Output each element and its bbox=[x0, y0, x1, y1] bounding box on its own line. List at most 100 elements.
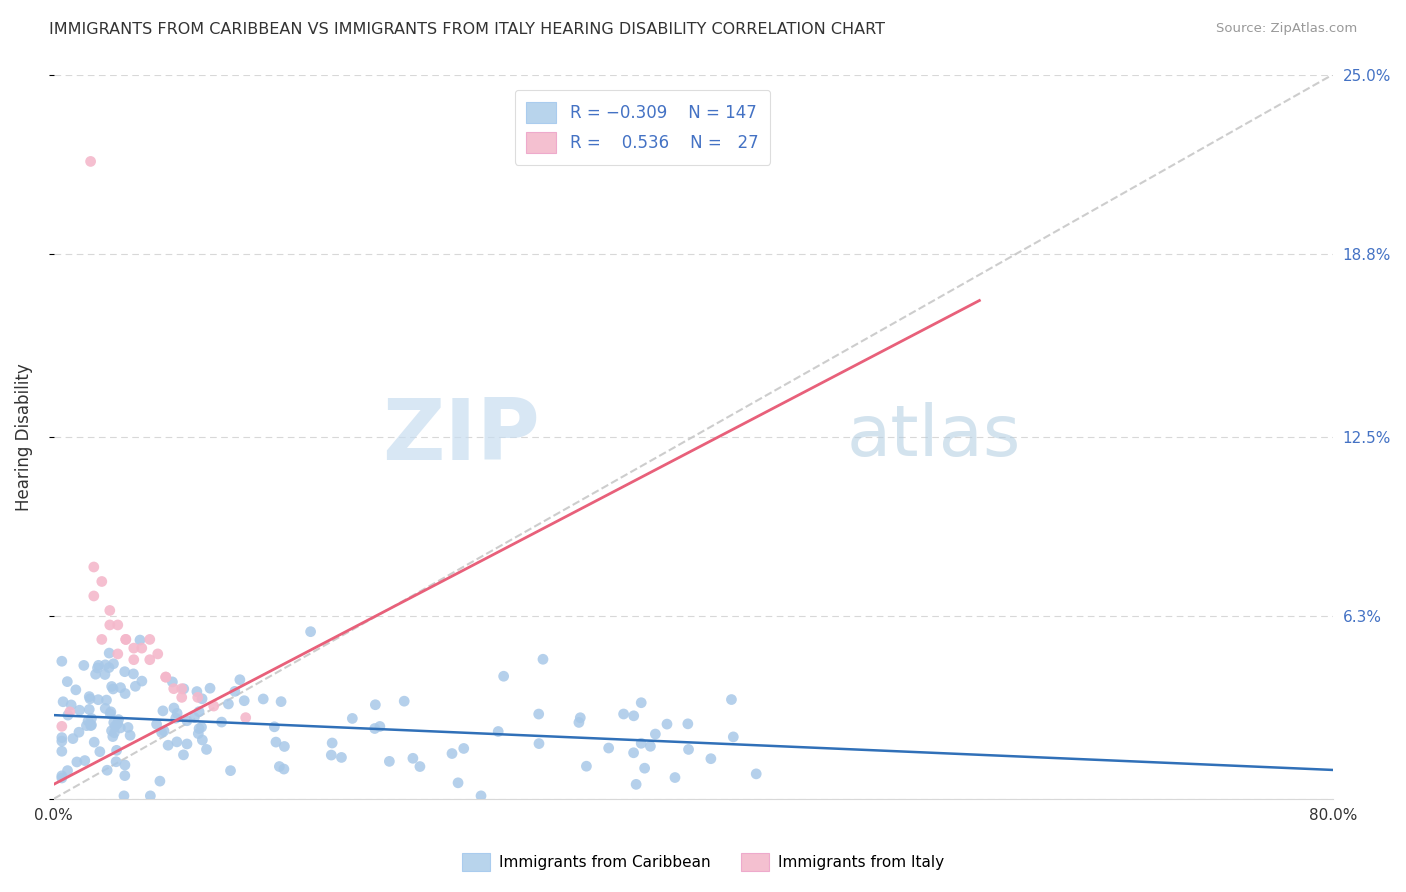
Point bbox=[107, 713, 129, 727]
Point bbox=[211, 715, 233, 730]
Point bbox=[65, 682, 87, 697]
Point bbox=[191, 733, 214, 747]
Y-axis label: Hearing Disability: Hearing Disability bbox=[15, 363, 32, 510]
Point bbox=[453, 741, 475, 756]
Point bbox=[186, 684, 208, 698]
Point bbox=[62, 731, 84, 746]
Point bbox=[165, 711, 187, 725]
Point bbox=[100, 705, 122, 719]
Point bbox=[188, 705, 211, 719]
Point bbox=[94, 657, 117, 672]
Point bbox=[94, 701, 117, 715]
Point bbox=[531, 652, 554, 666]
Point bbox=[191, 691, 214, 706]
Point bbox=[94, 667, 117, 681]
Point bbox=[720, 692, 742, 706]
Point bbox=[745, 767, 768, 781]
Point bbox=[263, 720, 285, 734]
Point bbox=[264, 735, 287, 749]
Point bbox=[98, 618, 121, 632]
Text: IMMIGRANTS FROM CARIBBEAN VS IMMIGRANTS FROM ITALY HEARING DISABILITY CORRELATIO: IMMIGRANTS FROM CARIBBEAN VS IMMIGRANTS … bbox=[49, 22, 886, 37]
Point bbox=[139, 653, 162, 667]
Point bbox=[101, 730, 124, 744]
Point bbox=[170, 681, 193, 696]
Point bbox=[77, 690, 100, 704]
Point bbox=[101, 681, 124, 696]
Point bbox=[87, 692, 110, 706]
Point bbox=[114, 687, 136, 701]
Point bbox=[120, 728, 142, 742]
Point bbox=[170, 690, 193, 705]
Point bbox=[114, 769, 136, 783]
Point bbox=[97, 660, 120, 674]
Point bbox=[152, 704, 174, 718]
Point bbox=[96, 693, 118, 707]
Point bbox=[129, 633, 152, 648]
Point bbox=[270, 695, 292, 709]
Point bbox=[77, 702, 100, 716]
Point bbox=[492, 669, 515, 683]
Point bbox=[392, 694, 415, 708]
Point bbox=[598, 741, 620, 756]
Point bbox=[124, 679, 146, 693]
Point bbox=[402, 751, 425, 765]
Point bbox=[139, 632, 162, 647]
Point bbox=[176, 737, 198, 751]
Point bbox=[623, 746, 645, 760]
Point bbox=[172, 747, 194, 762]
Point bbox=[107, 647, 129, 661]
Point bbox=[122, 653, 145, 667]
Point bbox=[568, 715, 591, 730]
Point bbox=[613, 706, 636, 721]
Point bbox=[700, 752, 723, 766]
Point bbox=[96, 763, 118, 777]
Point bbox=[217, 697, 239, 711]
Point bbox=[664, 771, 686, 785]
Point bbox=[98, 706, 121, 721]
Legend: R = −0.309    N = 147, R =    0.536    N =   27: R = −0.309 N = 147, R = 0.536 N = 27 bbox=[515, 90, 770, 165]
Point bbox=[131, 641, 153, 656]
Point bbox=[342, 711, 364, 725]
Point bbox=[105, 743, 128, 757]
Point bbox=[202, 699, 225, 714]
Point bbox=[409, 759, 432, 773]
Point bbox=[114, 758, 136, 772]
Point bbox=[90, 632, 112, 647]
Point bbox=[51, 719, 73, 733]
Point bbox=[80, 711, 103, 725]
Point bbox=[157, 738, 180, 752]
Point bbox=[56, 764, 79, 778]
Point bbox=[678, 742, 700, 756]
Point bbox=[139, 789, 162, 803]
Point bbox=[195, 742, 218, 756]
Point bbox=[104, 719, 127, 733]
Point bbox=[269, 759, 291, 773]
Point bbox=[233, 694, 256, 708]
Point bbox=[52, 695, 75, 709]
Point bbox=[527, 737, 550, 751]
Point bbox=[51, 734, 73, 748]
Point bbox=[51, 769, 73, 783]
Point bbox=[98, 646, 121, 660]
Point bbox=[75, 718, 97, 732]
Point bbox=[723, 730, 745, 744]
Point bbox=[447, 776, 470, 790]
Point bbox=[89, 745, 111, 759]
Point bbox=[105, 755, 128, 769]
Point bbox=[103, 657, 125, 671]
Point bbox=[224, 684, 246, 698]
Point bbox=[163, 681, 186, 696]
Point bbox=[51, 654, 73, 668]
Point bbox=[112, 789, 135, 803]
Point bbox=[155, 670, 177, 684]
Point bbox=[79, 691, 101, 706]
Point bbox=[87, 658, 110, 673]
Point bbox=[299, 624, 322, 639]
Point bbox=[188, 722, 211, 736]
Point bbox=[623, 708, 645, 723]
Point bbox=[122, 666, 145, 681]
Point bbox=[90, 574, 112, 589]
Point bbox=[100, 680, 122, 694]
Point bbox=[235, 711, 257, 725]
Point bbox=[640, 739, 662, 754]
